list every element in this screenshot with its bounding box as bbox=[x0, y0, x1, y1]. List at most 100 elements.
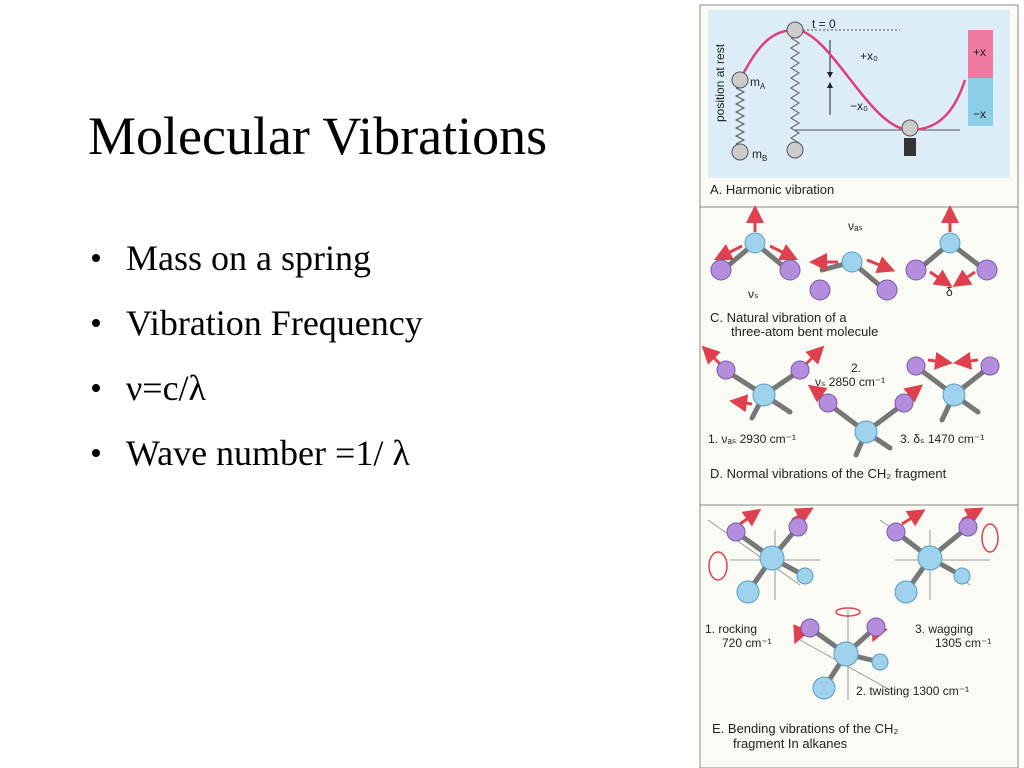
bullet-text: Vibration Frequency bbox=[126, 303, 423, 343]
label: 1. rocking bbox=[705, 622, 757, 636]
bullet-dot bbox=[92, 384, 100, 392]
atom bbox=[779, 259, 801, 281]
label: 2. twisting 1300 cm⁻¹ bbox=[856, 684, 969, 698]
atom bbox=[871, 653, 889, 671]
figure-shape bbox=[708, 551, 728, 581]
arrow bbox=[901, 509, 926, 527]
label: νₛ 2850 cm⁻¹ bbox=[815, 375, 885, 389]
atom bbox=[786, 21, 804, 39]
label: δ bbox=[946, 285, 953, 299]
figure-shape bbox=[790, 37, 800, 144]
atom bbox=[894, 393, 914, 413]
atom bbox=[833, 641, 859, 667]
figure-shape bbox=[734, 87, 746, 145]
caption: A. Harmonic vibration bbox=[710, 182, 834, 197]
label: 3. wagging bbox=[915, 622, 973, 636]
figure-shape bbox=[981, 523, 999, 553]
atom bbox=[818, 393, 838, 413]
arrow bbox=[952, 269, 976, 287]
bullet-dot bbox=[92, 254, 100, 262]
atom bbox=[716, 360, 736, 380]
bullet-text: Wave number =1/ λ bbox=[126, 433, 410, 473]
atom bbox=[759, 545, 785, 571]
slide-title: Molecular Vibrations bbox=[88, 106, 547, 166]
label: mA bbox=[750, 75, 766, 91]
atom bbox=[958, 517, 978, 537]
label: νₐₛ bbox=[848, 219, 863, 233]
bullet-text: Mass on a spring bbox=[126, 238, 371, 278]
atom bbox=[905, 259, 927, 281]
arrow bbox=[739, 508, 762, 527]
arrow bbox=[953, 351, 979, 370]
arrow bbox=[927, 351, 953, 370]
label: t = 0 bbox=[812, 17, 836, 31]
label: +x₀ bbox=[860, 49, 878, 63]
arrow bbox=[769, 243, 799, 261]
atom bbox=[796, 567, 814, 585]
atom bbox=[710, 259, 732, 281]
atom bbox=[906, 356, 926, 376]
atom bbox=[953, 567, 971, 585]
atom bbox=[752, 383, 776, 407]
figure: t = 0 +x₀ −x₀ position at rest mA mB +x … bbox=[699, 4, 1019, 768]
atom bbox=[800, 618, 820, 638]
arrow bbox=[929, 269, 953, 287]
figure-shape bbox=[968, 30, 993, 78]
caption: fragment In alkanes bbox=[733, 736, 848, 751]
caption: E. Bending vibrations of the CH₂ bbox=[712, 721, 898, 736]
bullet-list: Mass on a spring Vibration Frequency ν=c/λ… bbox=[92, 238, 423, 473]
atom bbox=[809, 279, 831, 301]
atom bbox=[854, 420, 878, 444]
subscript: B bbox=[762, 154, 767, 163]
label: νₛ bbox=[748, 287, 758, 301]
caption: three-atom bent molecule bbox=[731, 324, 878, 339]
atom bbox=[876, 279, 898, 301]
label: mB bbox=[752, 147, 767, 163]
label: +x bbox=[973, 45, 986, 59]
label: 3. δₛ 1470 cm⁻¹ bbox=[900, 432, 984, 446]
atom bbox=[939, 232, 961, 254]
atom bbox=[901, 119, 919, 137]
atom bbox=[731, 143, 749, 161]
atom bbox=[980, 356, 1000, 376]
label: 2. bbox=[851, 361, 861, 375]
caption: D. Normal vibrations of the CH₂ fragment bbox=[710, 466, 947, 481]
bullet-dot bbox=[92, 449, 100, 457]
atom bbox=[788, 517, 808, 537]
arrow bbox=[713, 243, 743, 261]
arrow bbox=[729, 394, 753, 413]
atom bbox=[812, 676, 836, 700]
atom bbox=[790, 360, 810, 380]
atom bbox=[726, 522, 746, 542]
label: −x bbox=[973, 107, 986, 121]
caption: C. Natural vibration of a bbox=[710, 310, 847, 325]
label: 1. νₐₛ 2930 cm⁻¹ bbox=[708, 432, 796, 446]
symbol: m bbox=[752, 147, 762, 161]
subscript: A bbox=[760, 82, 766, 91]
figure-shape bbox=[738, 28, 967, 132]
atom bbox=[886, 522, 906, 542]
arrow bbox=[866, 256, 896, 274]
atom bbox=[917, 545, 943, 571]
figure-shape bbox=[707, 519, 801, 586]
atom bbox=[866, 617, 886, 637]
figure-shape bbox=[904, 138, 916, 156]
atom bbox=[894, 580, 918, 604]
symbol: m bbox=[750, 75, 760, 89]
label: position at rest bbox=[713, 43, 727, 122]
atom bbox=[744, 232, 766, 254]
atom bbox=[786, 141, 804, 159]
bullet-dot bbox=[92, 319, 100, 327]
label: −x₀ bbox=[850, 99, 868, 113]
atom bbox=[976, 259, 998, 281]
bullet-text: ν=c/λ bbox=[126, 368, 207, 408]
figure-shape bbox=[968, 78, 993, 126]
atom bbox=[731, 71, 749, 89]
figure-shape bbox=[835, 607, 861, 617]
atom bbox=[736, 580, 760, 604]
atom bbox=[942, 383, 966, 407]
label: 720 cm⁻¹ bbox=[722, 636, 772, 650]
atom bbox=[841, 251, 863, 273]
label: 1305 cm⁻¹ bbox=[935, 636, 991, 650]
